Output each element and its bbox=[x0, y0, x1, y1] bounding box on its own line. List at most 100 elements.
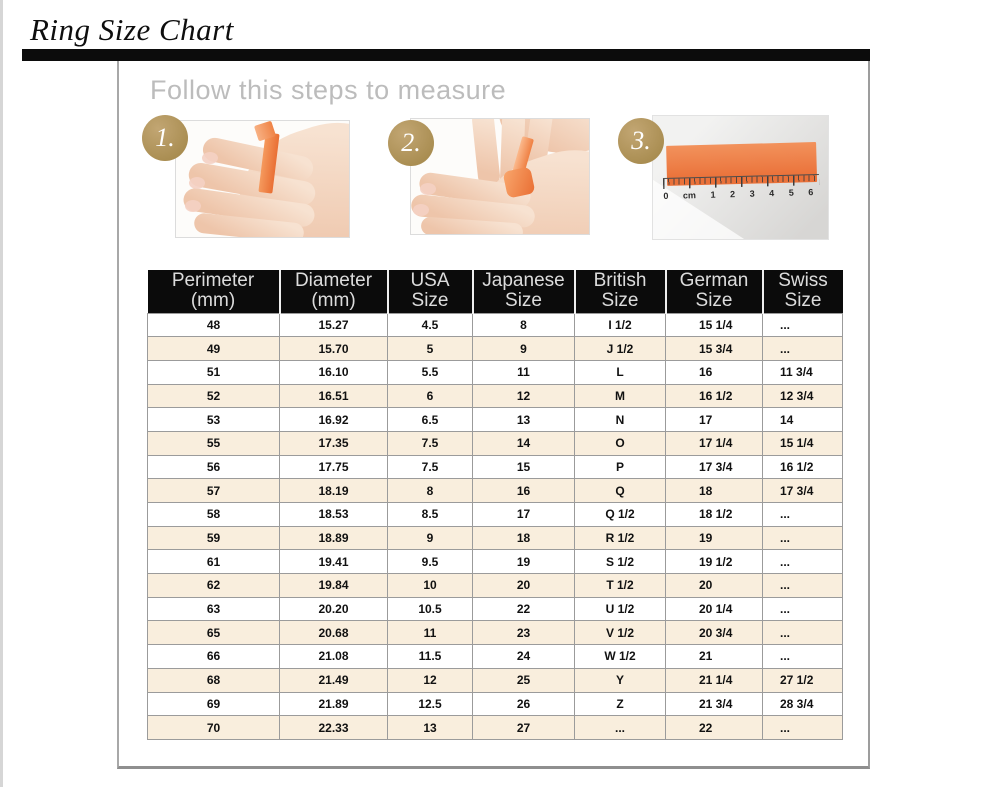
table-cell: N bbox=[574, 407, 666, 432]
table-cell: P bbox=[574, 454, 666, 480]
ruler-label: 1 bbox=[710, 189, 716, 200]
ruler: 0 cm 1 2 3 4 5 6 bbox=[660, 142, 822, 216]
table-cell: 19 bbox=[665, 525, 763, 551]
table-cell: ... bbox=[762, 620, 843, 646]
step-2-number-badge: 2. bbox=[388, 120, 434, 166]
table-cell: 49 bbox=[147, 336, 280, 361]
table-cell: 16.51 bbox=[279, 383, 388, 409]
table-cell: ... bbox=[762, 596, 843, 622]
fingernail bbox=[185, 200, 201, 212]
table-cell: 24 bbox=[472, 644, 575, 669]
header-usa-size: USA Size bbox=[387, 270, 474, 313]
table-row: 63 20.20 10.5 22 U 1/2 20 1/4... bbox=[147, 596, 843, 622]
table-cell: V 1/2 bbox=[574, 620, 666, 646]
table-cell: 11 3/4 bbox=[762, 359, 843, 385]
ruler-label: cm bbox=[682, 190, 697, 201]
table-cell: ... bbox=[762, 312, 843, 338]
table-row: 69 21.89 12.5 26 Z 21 3/4 28 3/4 bbox=[147, 691, 843, 717]
table-cell: 12.5 bbox=[387, 691, 473, 717]
table-cell: 16 bbox=[472, 478, 575, 503]
table-row: 68 21.49 12 25 Y 21 1/4 27 1/2 bbox=[147, 667, 843, 693]
table-cell: O bbox=[574, 430, 666, 456]
header-japanese-size: Japanese Size bbox=[472, 270, 576, 313]
ruler-labels: 0 cm 1 2 3 4 5 6 bbox=[663, 187, 813, 201]
table-cell: 27 bbox=[472, 715, 575, 740]
table-cell: 17 bbox=[665, 407, 763, 432]
table-cell: 15 3/4 bbox=[665, 336, 763, 361]
table-cell: 16 1/2 bbox=[762, 454, 843, 480]
table-cell: J 1/2 bbox=[574, 336, 666, 361]
table-row: 49 15.70 5 9 J 1/2 15 3/4... bbox=[147, 336, 843, 361]
table-cell: 5 bbox=[387, 336, 473, 361]
header-line: (mm) bbox=[311, 290, 356, 312]
table-row: 61 19.41 9.5 19 S 1/2 19 1/2... bbox=[147, 549, 843, 575]
table-cell: 11.5 bbox=[387, 644, 473, 669]
table-cell: 9 bbox=[472, 336, 575, 361]
table-cell: ... bbox=[762, 549, 843, 575]
table-cell: 4.5 bbox=[387, 312, 473, 338]
header-line: Size bbox=[695, 290, 733, 312]
page-left-edge-line bbox=[0, 0, 3, 787]
ruler-label: 5 bbox=[788, 187, 794, 198]
table-row: 58 18.53 8.5 17 Q 1/2 18 1/2... bbox=[147, 502, 843, 527]
table-row: 53 16.92 6.5 13 N 17 14 bbox=[147, 407, 843, 432]
header-line: Swiss bbox=[778, 269, 828, 291]
table-cell: 11 bbox=[472, 359, 575, 385]
table-cell: 26 bbox=[472, 691, 575, 717]
table-cell: 10 bbox=[387, 573, 473, 598]
table-cell: 20 3/4 bbox=[665, 620, 763, 646]
table-cell: Y bbox=[574, 667, 666, 693]
table-cell: 68 bbox=[147, 667, 280, 693]
table-cell: 51 bbox=[147, 359, 280, 385]
table-cell: 63 bbox=[147, 596, 280, 622]
table-cell: ... bbox=[762, 525, 843, 551]
table-cell: 9 bbox=[387, 525, 473, 551]
table-cell: 17.35 bbox=[279, 430, 388, 456]
table-cell: 22 bbox=[665, 715, 763, 740]
table-row: 55 17.35 7.5 14 O 17 1/4 15 1/4 bbox=[147, 430, 843, 456]
table-cell: 8 bbox=[472, 312, 575, 338]
table-cell: 57 bbox=[147, 478, 280, 503]
table-cell: ... bbox=[574, 715, 666, 740]
table-cell: 10.5 bbox=[387, 596, 473, 622]
table-row: 70 22.33 13 27... 22... bbox=[147, 715, 843, 740]
table-cell: 19.84 bbox=[279, 573, 388, 598]
ruler-label: 2 bbox=[729, 189, 736, 200]
table-cell: 21.08 bbox=[279, 644, 388, 669]
table-cell: 22.33 bbox=[279, 715, 388, 740]
table-cell: 55 bbox=[147, 430, 280, 456]
table-cell: 15 1/4 bbox=[762, 430, 843, 456]
header-line: Size bbox=[411, 290, 449, 312]
fingernail bbox=[202, 152, 218, 164]
table-cell: 21 1/4 bbox=[665, 667, 763, 693]
table-cell: 11 bbox=[387, 620, 473, 646]
table-row: 51 16.10 5.5 11 L 16 11 3/4 bbox=[147, 359, 843, 385]
header-diameter: Diameter (mm) bbox=[279, 270, 389, 313]
table-cell: S 1/2 bbox=[574, 549, 666, 575]
table-cell: 13 bbox=[472, 407, 575, 432]
table-cell: 59 bbox=[147, 525, 280, 551]
table-cell: 8 bbox=[387, 478, 473, 503]
table-cell: 25 bbox=[472, 667, 575, 693]
table-cell: 17 3/4 bbox=[665, 454, 763, 480]
ruler-label: 4 bbox=[769, 188, 775, 199]
table-row: 59 18.89 9 18 R 1/2 19... bbox=[147, 525, 843, 551]
table-cell: 19 1/2 bbox=[665, 549, 763, 575]
table-header-row: Perimeter (mm) Diameter (mm) USA Size Japan… bbox=[147, 269, 843, 313]
table-cell: 21 bbox=[665, 644, 763, 669]
table-cell: ... bbox=[762, 502, 843, 527]
table-cell: 61 bbox=[147, 549, 280, 575]
table-cell: 9.5 bbox=[387, 549, 473, 575]
table-cell: 27 1/2 bbox=[762, 667, 843, 693]
page-title: Ring Size Chart bbox=[30, 12, 234, 47]
table-cell: 20.68 bbox=[279, 620, 388, 646]
size-table-body: 48 15.27 4.5 8 I 1/2 15 1/4... 49 15.70 5 9 J 1/2 1… bbox=[147, 312, 843, 740]
header-german-size: German Size bbox=[665, 270, 764, 313]
table-cell: W 1/2 bbox=[574, 644, 666, 669]
table-row: 52 16.51 6 12 M 16 1/2 12 3/4 bbox=[147, 383, 843, 409]
table-cell: 12 bbox=[472, 383, 575, 409]
table-cell: 69 bbox=[147, 691, 280, 717]
table-cell: 20.20 bbox=[279, 596, 388, 622]
table-cell: 20 bbox=[665, 573, 763, 598]
header-line: Size bbox=[784, 290, 822, 312]
